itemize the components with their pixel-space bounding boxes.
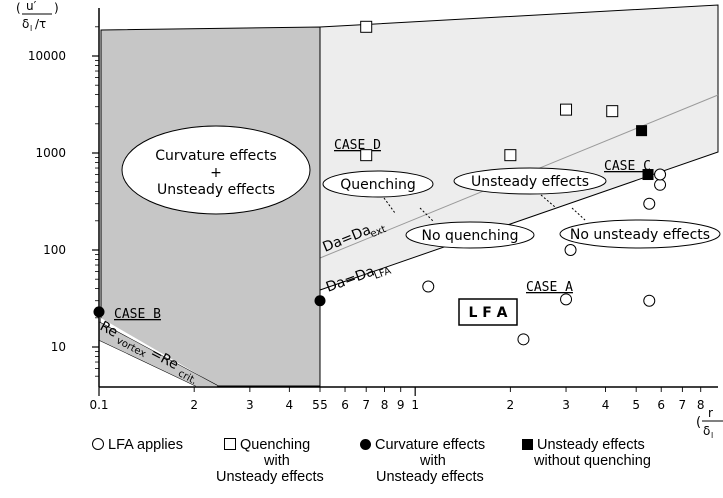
x-tick-label: 5 [632, 398, 640, 412]
quenching-point [504, 149, 517, 162]
no-unsteady-effects-label: No unsteady effects [559, 219, 721, 249]
y-tick-label: 10 [51, 340, 66, 354]
case-c-label: CASE C [604, 159, 651, 174]
legend-unsteady: Unsteady effects without quenching [522, 437, 722, 469]
filled-circle-icon [360, 439, 371, 450]
legend-curvature: Curvature effects with Unsteady effects [360, 437, 520, 485]
x-axis-ticks: 0.1 2 3 4 5 5 6 7 8 9 1 2 3 4 5 6 7 8 [89, 387, 705, 412]
x-tick-label: 3 [246, 398, 254, 412]
y-tick-label: 100 [43, 243, 66, 257]
svg-text:l: l [30, 24, 32, 33]
case-b-label: CASE B [114, 307, 161, 322]
svg-text:(: ( [696, 415, 701, 430]
lfa-point [643, 197, 656, 210]
svg-text:r: r [708, 406, 713, 420]
re-crit-band [101, 318, 218, 386]
lfa-point [654, 168, 667, 181]
quenching-point [360, 149, 373, 162]
svg-text:Unsteady effects: Unsteady effects [157, 182, 275, 198]
svg-text:Curvature effects: Curvature effects [155, 148, 277, 164]
x-tick-label: 4 [286, 398, 294, 412]
no-quenching-label: No quenching [405, 221, 535, 249]
lfa-box: L F A [458, 298, 518, 326]
curvature-point [314, 295, 326, 307]
filled-square-icon [522, 439, 533, 450]
curvature-effects-label: Curvature effects + Unsteady effects [121, 125, 311, 215]
x-tick-label: 7 [679, 398, 687, 412]
unsteady-point [642, 169, 654, 181]
x-tick-label: 3 [562, 398, 570, 412]
curvature-point [93, 306, 105, 318]
svg-text:u′: u′ [26, 0, 37, 13]
svg-text:/τ: /τ [35, 17, 46, 31]
svg-text:): ) [54, 1, 59, 15]
x-tick-label: 9 [397, 398, 405, 412]
x-tick-label: 7 [362, 398, 370, 412]
svg-text:No unsteady effects: No unsteady effects [570, 227, 710, 243]
quenching-label: Quenching [322, 170, 434, 198]
svg-text:δ: δ [703, 424, 710, 438]
x-tick-label: 5 [320, 398, 328, 412]
svg-text:Unsteady effects: Unsteady effects [471, 174, 589, 190]
quenching-point [360, 20, 373, 33]
unsteady-point [636, 125, 648, 137]
x-tick-label: 2 [190, 398, 198, 412]
y-tick-label: 10000 [28, 49, 66, 63]
lfa-point [560, 293, 573, 306]
svg-text:L F A: L F A [468, 305, 507, 321]
x-tick-label: 8 [697, 398, 705, 412]
lfa-point [654, 178, 667, 191]
x-tick-label: 2 [507, 398, 515, 412]
open-square-icon [224, 438, 236, 450]
lfa-point [564, 244, 577, 256]
quenching-point [606, 105, 619, 118]
y-axis-label: ( u′ δ l /τ ) [16, 0, 59, 33]
legend-quenching: Quenching with Unsteady effects [216, 437, 324, 485]
open-circle-icon [92, 438, 104, 450]
y-tick-label: 1000 [35, 146, 66, 160]
lfa-point [422, 280, 435, 293]
svg-text:Re: Re [97, 318, 120, 340]
x-tick-label: 5 [312, 398, 320, 412]
x-axis-label: ( r δ l [696, 406, 723, 440]
case-d-label: CASE D [334, 138, 381, 153]
quenching-point [560, 103, 573, 116]
svg-text:+: + [210, 165, 222, 181]
svg-text:No quenching: No quenching [422, 228, 519, 244]
data-points [93, 20, 667, 346]
case-a-label: CASE A [526, 280, 573, 295]
lfa-point [643, 294, 656, 307]
x-tick-label: 8 [381, 398, 389, 412]
legend-lfa: LFA applies [92, 437, 212, 453]
x-tick-label: 4 [602, 398, 610, 412]
unsteady-effects-label: Unsteady effects [453, 167, 607, 195]
svg-text:δ: δ [22, 17, 29, 31]
lfa-point [517, 333, 530, 346]
x-tick-label: 6 [341, 398, 349, 412]
x-tick-label: 0.1 [89, 398, 108, 412]
x-tick-label: 6 [657, 398, 665, 412]
svg-text:Quenching: Quenching [340, 177, 416, 193]
svg-text:l: l [711, 431, 713, 440]
y-axis-ticks: 10000 1000 100 10 [28, 26, 99, 377]
x-tick-label: 1 [411, 398, 419, 412]
svg-text:(: ( [16, 1, 21, 15]
legend: LFA applies Quenching with Unsteady effe… [92, 437, 722, 493]
